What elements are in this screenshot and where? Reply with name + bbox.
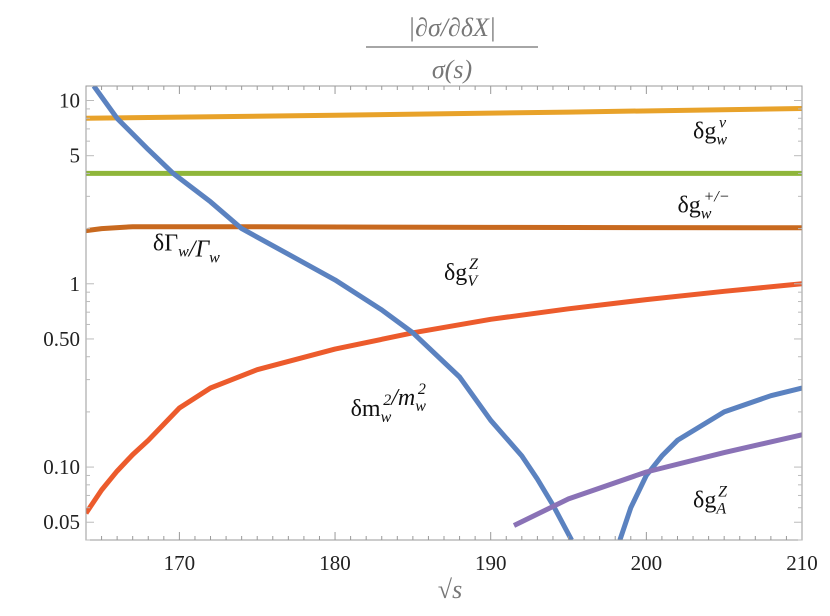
y-tick-label: 0.50 [43,327,80,351]
title-numerator: |∂σ/∂δX| [408,13,496,42]
x-tick-label: 170 [164,551,196,575]
series-line [512,432,802,528]
y-tick-label: 10 [59,89,80,113]
x-tick-label: 200 [631,551,663,575]
label-sup: Z [469,256,479,273]
series-label: δgVZ [444,256,479,290]
series-label: δgAZ [693,484,728,518]
label-base: δm [351,396,381,422]
label-tail: /m [389,385,415,411]
label-base: δg [444,260,467,286]
label-sub: w [701,205,712,222]
label-sub: A [715,501,726,518]
series-line [91,86,574,540]
series-label: δΓw/Γw [153,230,220,266]
label-sub: w [178,243,189,260]
y-tick-label: 0.05 [43,510,80,534]
label-sub: w [415,398,426,415]
x-tick-label: 190 [475,551,507,575]
title-denominator: σ(s) [432,55,472,84]
label-base: δg [677,192,700,218]
y-tick-label: 5 [70,144,81,168]
series-label: δgwν [693,115,727,149]
y-tick-label: 1 [70,272,81,296]
label-base: δg [693,119,716,145]
label-sub: w [716,132,727,149]
series-line [86,224,802,234]
label-base: δΓ [153,230,178,256]
label-sup: Z [718,484,728,501]
label-sup: +/− [703,188,729,205]
label-sup: 2 [418,381,426,398]
label-sub: w [381,409,392,426]
series-label: δgw+/− [677,188,729,222]
label-sub: w [209,249,220,266]
x-tick-label: 210 [786,551,818,575]
label-base: δg [693,488,716,514]
series-line [86,106,802,121]
series-line [86,281,802,515]
series-line-branch [617,385,802,540]
label-sup: ν [719,115,727,132]
plot-frame [85,85,803,541]
x-tick-label: 180 [319,551,351,575]
label-sup: 2 [383,392,391,409]
y-tick-label: 0.10 [43,455,80,479]
series-label: δmw2/mw2 [351,381,427,426]
x-axis-label: √s [438,575,462,604]
label-sub: V [467,273,479,290]
label-tail: /Γ [187,236,211,262]
chart-title: |∂σ/∂δX| σ(s) [366,13,538,84]
